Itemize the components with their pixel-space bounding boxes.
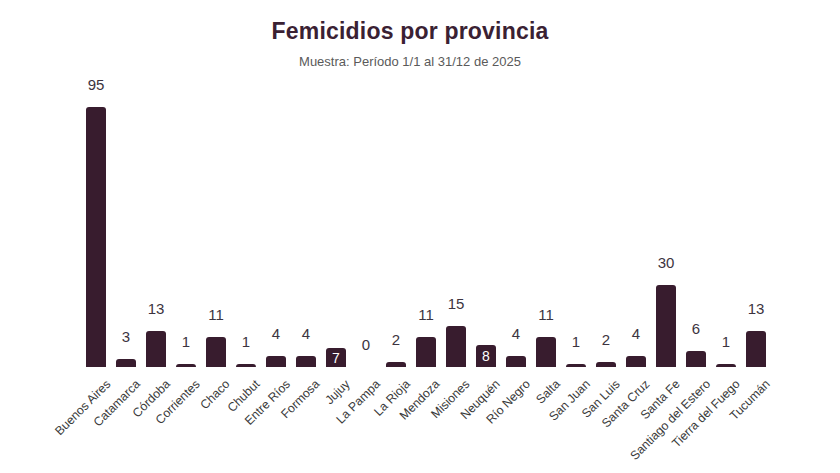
bar-column: 2 [591,77,621,367]
bar-formosa[interactable] [296,356,316,367]
value-label: 13 [148,301,165,316]
chart-header: Femicidios por provincia Muestra: Períod… [0,18,820,69]
value-label: 11 [418,307,434,322]
bar-santa-cruz[interactable] [626,356,646,367]
value-label: 1 [722,334,730,349]
bar-column: 4 [261,77,291,367]
chart-title: Femicidios por provincia [0,18,820,45]
bar-column: 2 [381,77,411,367]
chart-canvas: Femicidios por provincia Muestra: Períod… [0,0,840,473]
bar-chubut[interactable] [236,364,256,367]
bar-santiago-del-estero[interactable] [686,351,706,367]
bar-column: 4 [621,77,651,367]
bar-chaco[interactable] [206,337,226,367]
value-label-inside: 7 [332,351,340,365]
bar-column: 3 [111,77,141,367]
bar-corrientes[interactable] [176,364,196,367]
value-label: 4 [632,326,640,341]
bar-santa-fe[interactable] [656,285,676,367]
bar-column: 1 [711,77,741,367]
bar-buenos-aires[interactable] [86,107,106,367]
value-label: 4 [272,326,280,341]
value-label: 1 [182,334,190,349]
bar-tucumán[interactable] [746,331,766,367]
value-label: 15 [448,296,465,311]
bar-column: 13 [141,77,171,367]
bar-column: 8 [471,77,501,367]
value-label: 6 [692,321,700,336]
bar-la-rioja[interactable] [386,362,406,367]
value-label: 4 [302,326,310,341]
bar-column: 1 [231,77,261,367]
bar-plot-area: 9531311114470211158411124306113 [81,77,771,367]
bar-column: 1 [561,77,591,367]
value-label: 0 [362,337,370,352]
value-label: 1 [242,334,250,349]
bar-san-luis[interactable] [596,362,616,367]
bar-column: 95 [81,77,111,367]
value-label: 30 [658,255,675,270]
value-label: 1 [572,334,580,349]
value-label: 2 [602,332,610,347]
value-label: 11 [208,307,224,322]
bar-tierra-del-fuego[interactable] [716,364,736,367]
bar-salta[interactable] [536,337,556,367]
value-label: 11 [538,307,554,322]
value-label: 13 [748,301,765,316]
value-label: 95 [88,77,105,92]
bar-misiones[interactable] [446,326,466,367]
value-label-inside: 8 [482,349,490,363]
bar-column: 11 [201,77,231,367]
bar-entre-ríos[interactable] [266,356,286,367]
bar-column: 4 [501,77,531,367]
bar-río-negro[interactable] [506,356,526,367]
bar-column: 1 [171,77,201,367]
bar-column: 6 [681,77,711,367]
x-axis-labels: Buenos AiresCatamarcaCórdobaCorrientesCh… [81,372,771,473]
value-label: 3 [122,329,130,344]
bar-column: 7 [321,77,351,367]
bar-san-juan[interactable] [566,364,586,367]
bar-mendoza[interactable] [416,337,436,367]
bar-neuquén[interactable]: 8 [476,345,496,367]
bar-column: 11 [531,77,561,367]
bar-column: 4 [291,77,321,367]
value-label: 2 [392,332,400,347]
bar-catamarca[interactable] [116,359,136,367]
bar-column: 0 [351,77,381,367]
value-label: 4 [512,326,520,341]
bar-column: 15 [441,77,471,367]
bar-córdoba[interactable] [146,331,166,367]
bar-column: 13 [741,77,771,367]
bar-jujuy[interactable]: 7 [326,348,346,367]
bar-column: 11 [411,77,441,367]
chart-subtitle: Muestra: Período 1/1 al 31/12 de 2025 [0,54,820,69]
bar-column: 30 [651,77,681,367]
